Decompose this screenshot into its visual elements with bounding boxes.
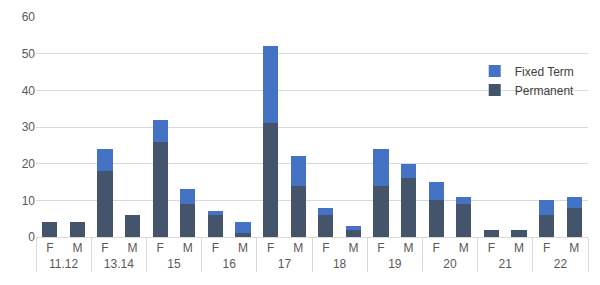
svg-text:F: F — [488, 241, 495, 255]
svg-text:18: 18 — [333, 257, 347, 271]
svg-text:M: M — [514, 241, 524, 255]
svg-text:60: 60 — [22, 10, 36, 24]
svg-text:M: M — [128, 241, 138, 255]
svg-text:16: 16 — [223, 257, 237, 271]
svg-text:19: 19 — [388, 257, 402, 271]
svg-text:M: M — [348, 241, 358, 255]
svg-text:11.12: 11.12 — [49, 257, 78, 271]
svg-text:15: 15 — [167, 257, 181, 271]
svg-text:M: M — [404, 241, 414, 255]
svg-text:F: F — [377, 241, 384, 255]
svg-text:0: 0 — [28, 230, 35, 244]
svg-text:10: 10 — [22, 194, 36, 208]
svg-text:F: F — [46, 241, 53, 255]
svg-text:20: 20 — [22, 157, 36, 171]
svg-text:F: F — [157, 241, 164, 255]
svg-text:Fixed Term: Fixed Term — [515, 65, 574, 79]
svg-text:M: M — [238, 241, 248, 255]
svg-text:M: M — [183, 241, 193, 255]
svg-text:50: 50 — [22, 47, 36, 61]
svg-text:M: M — [72, 241, 82, 255]
svg-text:13.14: 13.14 — [104, 257, 134, 271]
svg-text:M: M — [293, 241, 303, 255]
svg-text:22: 22 — [554, 257, 568, 271]
svg-text:F: F — [267, 241, 274, 255]
svg-text:F: F — [433, 241, 440, 255]
svg-text:F: F — [322, 241, 329, 255]
svg-text:M: M — [459, 241, 469, 255]
svg-text:40: 40 — [22, 84, 36, 98]
svg-text:F: F — [543, 241, 550, 255]
svg-text:M: M — [569, 241, 579, 255]
svg-text:20: 20 — [443, 257, 457, 271]
svg-text:30: 30 — [22, 120, 36, 134]
svg-text:17: 17 — [278, 257, 292, 271]
svg-text:F: F — [212, 241, 219, 255]
svg-text:F: F — [101, 241, 108, 255]
svg-text:Permanent: Permanent — [515, 84, 574, 98]
svg-text:21: 21 — [499, 257, 513, 271]
